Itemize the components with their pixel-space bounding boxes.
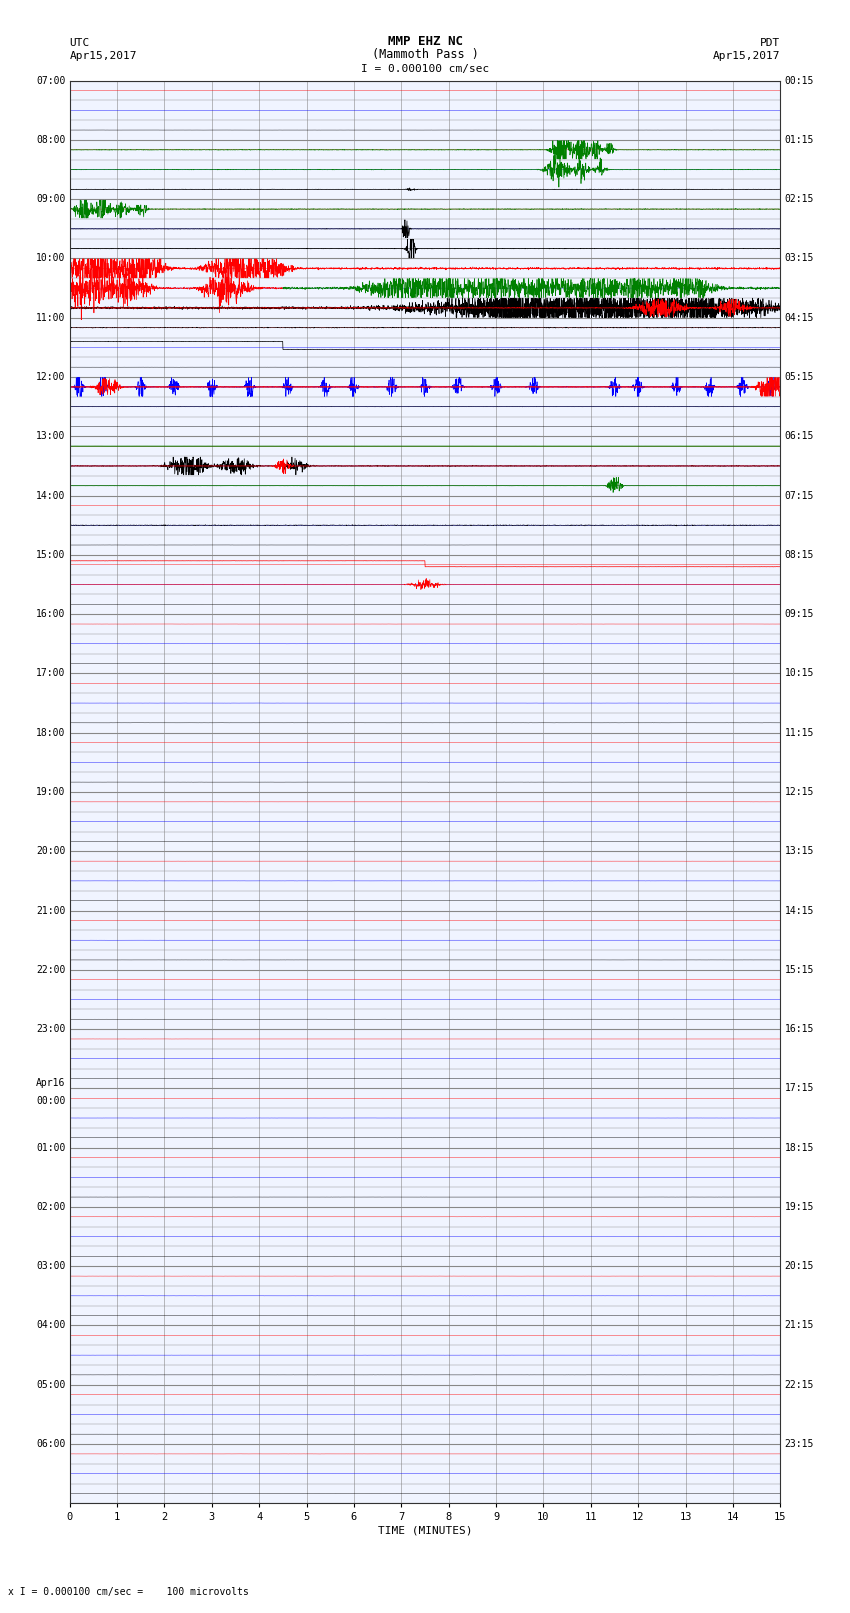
Text: 20:00: 20:00 — [36, 847, 65, 857]
Text: 11:00: 11:00 — [36, 313, 65, 323]
Text: 06:15: 06:15 — [785, 431, 814, 442]
Text: 01:15: 01:15 — [785, 135, 814, 145]
Text: Apr16: Apr16 — [36, 1079, 65, 1089]
Text: 09:00: 09:00 — [36, 194, 65, 205]
Text: 08:15: 08:15 — [785, 550, 814, 560]
Text: Apr15,2017: Apr15,2017 — [713, 52, 780, 61]
Text: 02:15: 02:15 — [785, 194, 814, 205]
Text: 17:15: 17:15 — [785, 1084, 814, 1094]
Text: 21:15: 21:15 — [785, 1321, 814, 1331]
Text: 04:15: 04:15 — [785, 313, 814, 323]
Text: UTC: UTC — [70, 39, 90, 48]
Text: 14:00: 14:00 — [36, 490, 65, 500]
Text: 00:00: 00:00 — [36, 1097, 65, 1107]
Text: 12:15: 12:15 — [785, 787, 814, 797]
Text: 18:15: 18:15 — [785, 1142, 814, 1153]
Text: 22:00: 22:00 — [36, 965, 65, 974]
Text: 13:00: 13:00 — [36, 431, 65, 442]
Text: PDT: PDT — [760, 39, 780, 48]
Text: 13:15: 13:15 — [785, 847, 814, 857]
Text: 01:00: 01:00 — [36, 1142, 65, 1153]
Text: 23:15: 23:15 — [785, 1439, 814, 1448]
Text: 00:15: 00:15 — [785, 76, 814, 85]
Text: (Mammoth Pass ): (Mammoth Pass ) — [371, 48, 479, 61]
Text: 17:00: 17:00 — [36, 668, 65, 679]
Text: 11:15: 11:15 — [785, 727, 814, 737]
Text: 16:00: 16:00 — [36, 610, 65, 619]
Text: 05:15: 05:15 — [785, 373, 814, 382]
Text: 07:00: 07:00 — [36, 76, 65, 85]
Text: 19:00: 19:00 — [36, 787, 65, 797]
X-axis label: TIME (MINUTES): TIME (MINUTES) — [377, 1526, 473, 1536]
Text: 20:15: 20:15 — [785, 1261, 814, 1271]
Text: 21:00: 21:00 — [36, 905, 65, 916]
Text: x I = 0.000100 cm/sec =    100 microvolts: x I = 0.000100 cm/sec = 100 microvolts — [8, 1587, 249, 1597]
Text: MMP EHZ NC: MMP EHZ NC — [388, 35, 462, 48]
Text: 08:00: 08:00 — [36, 135, 65, 145]
Text: 15:15: 15:15 — [785, 965, 814, 974]
Text: 05:00: 05:00 — [36, 1379, 65, 1390]
Text: 03:00: 03:00 — [36, 1261, 65, 1271]
Text: 22:15: 22:15 — [785, 1379, 814, 1390]
Text: 06:00: 06:00 — [36, 1439, 65, 1448]
Text: 18:00: 18:00 — [36, 727, 65, 737]
Text: 19:15: 19:15 — [785, 1202, 814, 1211]
Text: 23:00: 23:00 — [36, 1024, 65, 1034]
Text: 10:15: 10:15 — [785, 668, 814, 679]
Text: 02:00: 02:00 — [36, 1202, 65, 1211]
Text: 09:15: 09:15 — [785, 610, 814, 619]
Text: 16:15: 16:15 — [785, 1024, 814, 1034]
Text: Apr15,2017: Apr15,2017 — [70, 52, 137, 61]
Text: I = 0.000100 cm/sec: I = 0.000100 cm/sec — [361, 65, 489, 74]
Text: 15:00: 15:00 — [36, 550, 65, 560]
Text: 03:15: 03:15 — [785, 253, 814, 263]
Text: 14:15: 14:15 — [785, 905, 814, 916]
Text: 07:15: 07:15 — [785, 490, 814, 500]
Text: 04:00: 04:00 — [36, 1321, 65, 1331]
Text: 10:00: 10:00 — [36, 253, 65, 263]
Text: 12:00: 12:00 — [36, 373, 65, 382]
